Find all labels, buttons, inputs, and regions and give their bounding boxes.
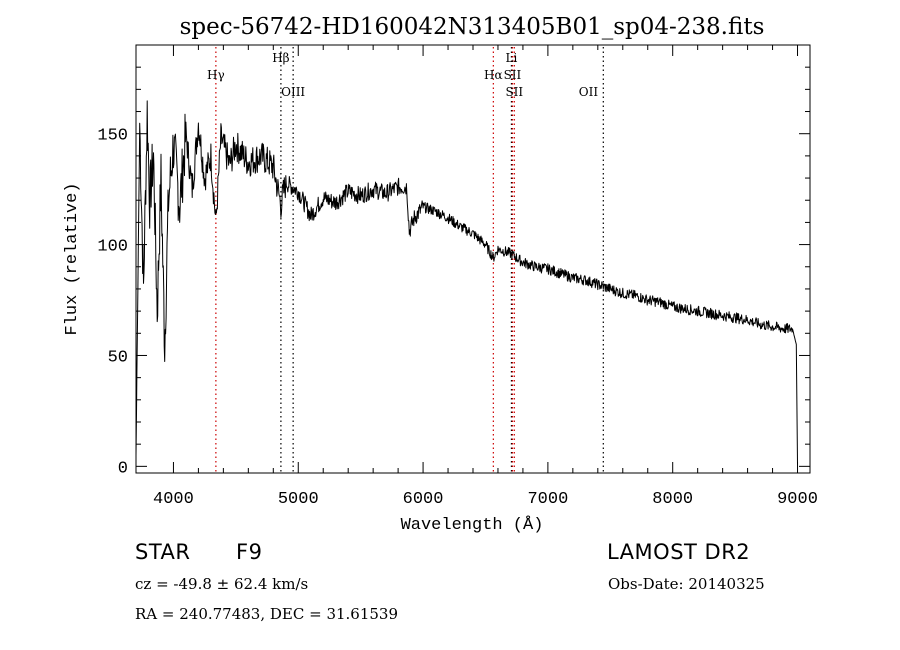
y-tick-labels: 0 50 100 150 — [97, 127, 128, 479]
line-label: SII — [504, 68, 522, 82]
axis-ticks — [136, 45, 810, 473]
spectral-subclass: F9 — [236, 540, 263, 564]
object-class: STAR — [135, 540, 191, 564]
x-tick-label: 8000 — [652, 490, 693, 509]
y-tick-label: 100 — [97, 238, 128, 257]
redshift-velocity: cz = -49.8 ± 62.4 km/s — [135, 575, 309, 593]
y-axis-label: Flux (relative) — [63, 182, 82, 335]
line-label: Hβ — [272, 51, 289, 65]
chart-title: spec-56742-HD160042N313405B01_sp04-238.f… — [180, 14, 765, 40]
spectrum-line — [135, 100, 798, 465]
line-label: Li — [506, 51, 518, 65]
x-tick-label: 9000 — [777, 490, 818, 509]
x-tick-label: 7000 — [527, 490, 568, 509]
survey-name: LAMOST DR2 — [607, 540, 751, 564]
x-tick-label: 5000 — [278, 490, 319, 509]
line-label: OIII — [281, 85, 305, 99]
x-axis-label: Wavelength (Å) — [401, 516, 544, 535]
x-tick-label: 4000 — [153, 490, 194, 509]
line-markers — [215, 47, 604, 473]
y-tick-label: 150 — [97, 127, 128, 146]
y-tick-label: 50 — [108, 348, 128, 367]
x-tick-labels: 4000 5000 6000 7000 8000 9000 — [153, 490, 818, 509]
spectrum-series — [135, 100, 798, 465]
observation-date: Obs-Date: 20140325 — [608, 575, 765, 593]
line-label: OII — [579, 85, 599, 99]
coordinates: RA = 240.77483, DEC = 31.61539 — [135, 605, 399, 623]
line-label: Hγ — [207, 68, 225, 82]
line-label: Hα — [484, 68, 503, 82]
y-tick-label: 0 — [118, 459, 128, 478]
x-tick-label: 6000 — [403, 490, 444, 509]
plot-frame — [135, 44, 811, 474]
line-label: SII — [505, 85, 523, 99]
